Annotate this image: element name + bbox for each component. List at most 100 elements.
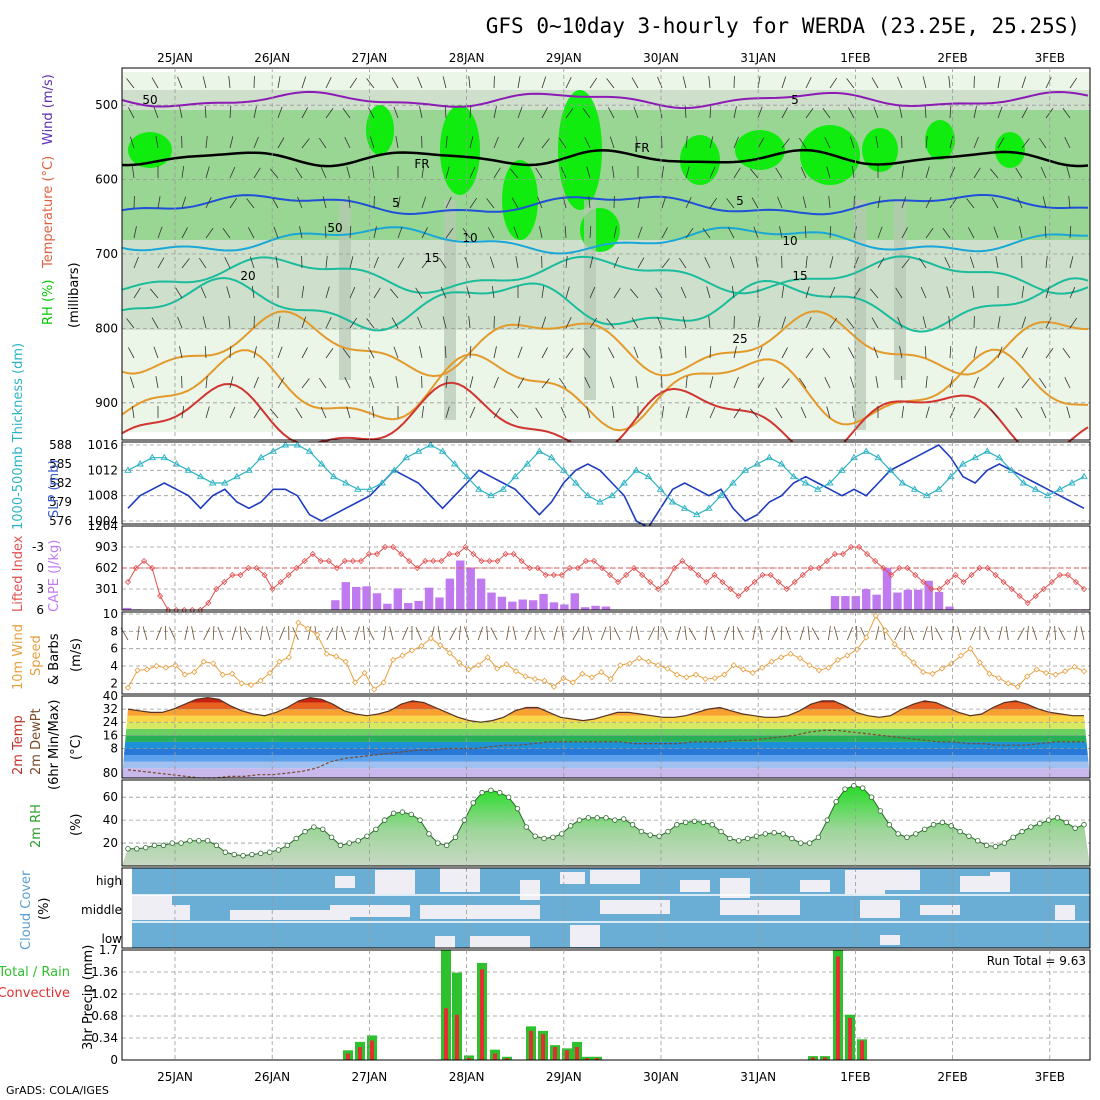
lifted-index-line-point [277, 578, 284, 586]
wind-speed-line-point [1052, 671, 1059, 678]
surface-wind-barb [363, 626, 366, 641]
slp-thickness-panel: 1004 1008 1012 1016 576 579 582 585 588 [49, 438, 1091, 529]
wind-barb [205, 406, 210, 419]
cape-bar [893, 592, 902, 610]
wind-barb [755, 256, 759, 269]
thickness-line-point [269, 447, 278, 454]
cape-bar [591, 605, 600, 610]
rh-high-area [862, 128, 898, 172]
cape-bar [331, 600, 340, 610]
wind-barb [1069, 77, 1078, 89]
thickness-line-point [910, 485, 919, 492]
wind-speed-line-point [721, 671, 728, 678]
wind-barb [128, 347, 135, 359]
wind-barb [757, 106, 763, 119]
precip-convective-bar [565, 1050, 569, 1060]
surface-wind-barb [553, 626, 558, 641]
date-label-top: 31JAN [740, 51, 776, 65]
wind-speed-line-point [891, 641, 898, 648]
lifted-index-line-point [141, 557, 148, 565]
wind-barb [517, 316, 521, 329]
temp-band [122, 748, 1090, 756]
rh-line-point [744, 835, 751, 842]
dewpoint-line [127, 729, 1084, 779]
wind-barb [633, 346, 639, 359]
cape-bar [882, 568, 892, 610]
wind-speed-line-point [143, 666, 150, 673]
lifted-index-line-point [912, 571, 919, 579]
wind-barb [535, 167, 543, 179]
wind-speed-line-point [815, 667, 823, 674]
wind-barb [606, 318, 615, 329]
wind-barb [175, 287, 183, 299]
lifted-index-line-point [631, 564, 638, 572]
cloud-clear-patch [600, 900, 670, 914]
cape-bar [404, 603, 413, 610]
lifted-index-line-point [124, 578, 132, 586]
wind-barb [609, 376, 615, 389]
wind-barb [1069, 226, 1072, 239]
wind-speed-line-point [768, 658, 775, 665]
wind-speed-line-point [844, 652, 851, 659]
wind-barb [562, 196, 567, 209]
surface-wind-barb [340, 626, 347, 641]
lifted-index-line-point [928, 585, 935, 593]
wind-barb [942, 228, 951, 239]
contour-label: 50 [327, 221, 342, 235]
wind-speed-line-point [475, 662, 482, 669]
lifted-index-line-point [317, 557, 324, 565]
lifted-index-line-point [855, 543, 863, 551]
thickness-line-point [475, 485, 483, 492]
lifted-index-line-point [157, 592, 164, 600]
wind-barb [633, 106, 639, 119]
wind-barb [973, 346, 977, 359]
lifted-index-line-point [1056, 571, 1063, 579]
rh-line-point [346, 840, 352, 846]
rh-line-point [682, 819, 689, 826]
lifted-index-line-point [719, 578, 726, 586]
run-total: Run Total = 9.63 [987, 954, 1086, 968]
wind-barb [155, 376, 159, 389]
wind-barb [611, 406, 615, 419]
lifted-index-line-point [847, 543, 855, 551]
wind-barb [877, 226, 883, 239]
surface-wind-barb [811, 627, 820, 641]
wind-barb [922, 316, 927, 329]
wind-speed-line-point [219, 671, 226, 678]
cape-lifted-index-panel: 301 602 903 1204 -3 0 3 6 [32, 519, 1091, 617]
wind-barb [129, 376, 135, 389]
wind-barb [781, 107, 788, 119]
wind-barb [586, 406, 591, 419]
thickness-line-point [838, 466, 846, 473]
lifted-index-line-point [976, 564, 983, 572]
lifted-index-line-point [679, 557, 686, 565]
precip-convective-bar [585, 1058, 589, 1060]
wind-barb [277, 76, 281, 89]
wind-barb [395, 376, 399, 389]
wind-barb [829, 256, 834, 269]
wind-barb [805, 108, 814, 119]
precip-convective-bar [346, 1053, 350, 1060]
rh-moist-column [444, 200, 456, 420]
wind-speed-line-point [550, 683, 558, 690]
lifted-index-line-point [534, 564, 541, 572]
surface-wind-barb [935, 627, 943, 641]
wind-barb [126, 318, 135, 329]
wind-barb [469, 346, 472, 359]
lifted-index-line-point [952, 571, 959, 579]
wind-barb [685, 376, 688, 389]
wind-speed-line-point [806, 662, 813, 669]
wind-barb [442, 76, 447, 89]
wind-barb [800, 406, 807, 419]
wind-barb [757, 76, 761, 89]
lifted-index-line-point [1080, 585, 1088, 593]
date-label-top: 30JAN [643, 51, 679, 65]
thickness-line-point [656, 485, 665, 492]
thickness-line-point [692, 510, 701, 518]
wind-barb [1038, 377, 1047, 389]
cape-tick-label: 602 [95, 561, 118, 575]
cloud-level-middle: middle [81, 903, 122, 917]
credit-text: GrADS: COLA/IGES [6, 1084, 109, 1097]
precip-convective-bar [455, 1014, 459, 1060]
wind-barb [249, 256, 255, 269]
